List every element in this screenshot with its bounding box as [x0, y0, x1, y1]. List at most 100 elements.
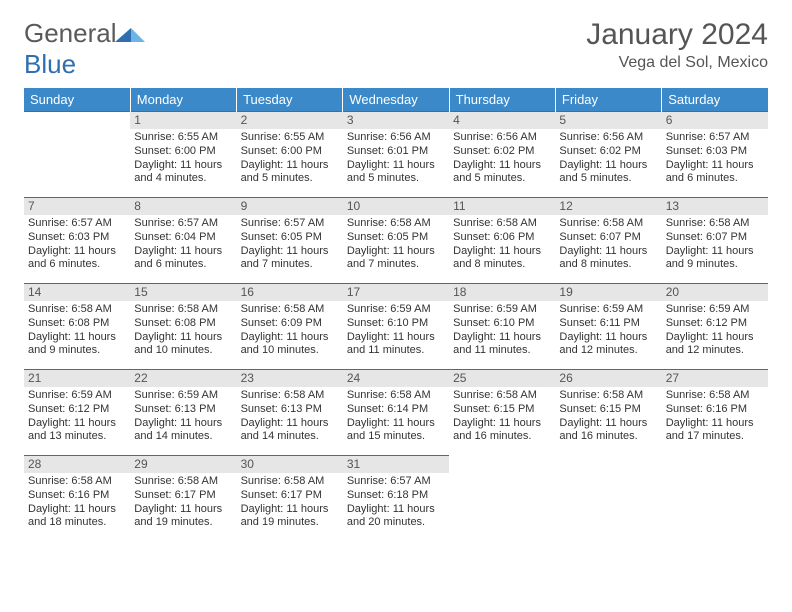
sunrise-line: Sunrise: 6:57 AM	[28, 217, 126, 231]
sunrise-line: Sunrise: 6:58 AM	[453, 217, 551, 231]
daylight-line: Daylight: 11 hours and 18 minutes.	[28, 503, 126, 531]
daylight-line: Daylight: 11 hours and 19 minutes.	[241, 503, 339, 531]
sunrise-line: Sunrise: 6:59 AM	[666, 303, 764, 317]
calendar-cell: 24Sunrise: 6:58 AMSunset: 6:14 PMDayligh…	[343, 370, 449, 456]
sunset-line: Sunset: 6:08 PM	[28, 317, 126, 331]
weekday-header-tuesday: Tuesday	[237, 88, 343, 112]
sunrise-line: Sunrise: 6:55 AM	[134, 131, 232, 145]
day-number: 6	[662, 112, 768, 129]
calendar-week-row: 21Sunrise: 6:59 AMSunset: 6:12 PMDayligh…	[24, 370, 768, 456]
sunrise-line: Sunrise: 6:58 AM	[347, 217, 445, 231]
day-number: 22	[130, 370, 236, 387]
day-details: Sunrise: 6:58 AMSunset: 6:16 PMDaylight:…	[666, 389, 764, 444]
sunrise-line: Sunrise: 6:59 AM	[453, 303, 551, 317]
calendar-cell: 23Sunrise: 6:58 AMSunset: 6:13 PMDayligh…	[237, 370, 343, 456]
sunrise-line: Sunrise: 6:56 AM	[559, 131, 657, 145]
day-number: 9	[237, 198, 343, 215]
day-details: Sunrise: 6:59 AMSunset: 6:10 PMDaylight:…	[453, 303, 551, 358]
day-details: Sunrise: 6:57 AMSunset: 6:03 PMDaylight:…	[28, 217, 126, 272]
daylight-line: Daylight: 11 hours and 7 minutes.	[347, 245, 445, 273]
calendar-cell: 2Sunrise: 6:55 AMSunset: 6:00 PMDaylight…	[237, 112, 343, 198]
day-number: 18	[449, 284, 555, 301]
calendar-cell: 7Sunrise: 6:57 AMSunset: 6:03 PMDaylight…	[24, 198, 130, 284]
logo-triangle-icon	[115, 20, 145, 42]
daylight-line: Daylight: 11 hours and 14 minutes.	[241, 417, 339, 445]
sunset-line: Sunset: 6:18 PM	[347, 489, 445, 503]
day-number: 17	[343, 284, 449, 301]
day-details: Sunrise: 6:57 AMSunset: 6:18 PMDaylight:…	[347, 475, 445, 530]
sunset-line: Sunset: 6:11 PM	[559, 317, 657, 331]
sunrise-line: Sunrise: 6:57 AM	[241, 217, 339, 231]
weekday-header-wednesday: Wednesday	[343, 88, 449, 112]
daylight-line: Daylight: 11 hours and 7 minutes.	[241, 245, 339, 273]
logo-text-a: General	[24, 18, 117, 48]
day-number: 11	[449, 198, 555, 215]
sunset-line: Sunset: 6:15 PM	[453, 403, 551, 417]
day-details: Sunrise: 6:55 AMSunset: 6:00 PMDaylight:…	[134, 131, 232, 186]
day-details: Sunrise: 6:57 AMSunset: 6:04 PMDaylight:…	[134, 217, 232, 272]
day-number: 23	[237, 370, 343, 387]
calendar-cell: 12Sunrise: 6:58 AMSunset: 6:07 PMDayligh…	[555, 198, 661, 284]
sunrise-line: Sunrise: 6:58 AM	[666, 217, 764, 231]
sunset-line: Sunset: 6:10 PM	[347, 317, 445, 331]
sunset-line: Sunset: 6:09 PM	[241, 317, 339, 331]
sunrise-line: Sunrise: 6:58 AM	[453, 389, 551, 403]
daylight-line: Daylight: 11 hours and 6 minutes.	[134, 245, 232, 273]
day-details: Sunrise: 6:58 AMSunset: 6:08 PMDaylight:…	[134, 303, 232, 358]
daylight-line: Daylight: 11 hours and 9 minutes.	[666, 245, 764, 273]
logo: General Blue	[24, 18, 145, 80]
sunset-line: Sunset: 6:17 PM	[134, 489, 232, 503]
weekday-header-monday: Monday	[130, 88, 236, 112]
day-details: Sunrise: 6:56 AMSunset: 6:02 PMDaylight:…	[559, 131, 657, 186]
daylight-line: Daylight: 11 hours and 9 minutes.	[28, 331, 126, 359]
weekday-header-thursday: Thursday	[449, 88, 555, 112]
day-details: Sunrise: 6:58 AMSunset: 6:07 PMDaylight:…	[559, 217, 657, 272]
sunrise-line: Sunrise: 6:58 AM	[134, 475, 232, 489]
sunset-line: Sunset: 6:04 PM	[134, 231, 232, 245]
day-details: Sunrise: 6:58 AMSunset: 6:16 PMDaylight:…	[28, 475, 126, 530]
calendar-cell: 20Sunrise: 6:59 AMSunset: 6:12 PMDayligh…	[662, 284, 768, 370]
daylight-line: Daylight: 11 hours and 8 minutes.	[453, 245, 551, 273]
daylight-line: Daylight: 11 hours and 20 minutes.	[347, 503, 445, 531]
calendar-week-row: 1 Sunrise: 6:55 AMSunset: 6:00 PMDaylight…	[24, 112, 768, 198]
calendar-cell: 15Sunrise: 6:58 AMSunset: 6:08 PMDayligh…	[130, 284, 236, 370]
day-details: Sunrise: 6:58 AMSunset: 6:15 PMDaylight:…	[453, 389, 551, 444]
calendar-cell: 8Sunrise: 6:57 AMSunset: 6:04 PMDaylight…	[130, 198, 236, 284]
calendar-cell: 17Sunrise: 6:59 AMSunset: 6:10 PMDayligh…	[343, 284, 449, 370]
calendar-cell: 13Sunrise: 6:58 AMSunset: 6:07 PMDayligh…	[662, 198, 768, 284]
daylight-line: Daylight: 11 hours and 16 minutes.	[559, 417, 657, 445]
sunrise-line: Sunrise: 6:57 AM	[134, 217, 232, 231]
daylight-line: Daylight: 11 hours and 16 minutes.	[453, 417, 551, 445]
day-details: Sunrise: 6:59 AMSunset: 6:12 PMDaylight:…	[666, 303, 764, 358]
calendar-cell: 18 Sunrise: 6:59 AMSunset: 6:10 PMDayligh…	[449, 284, 555, 370]
sunset-line: Sunset: 6:16 PM	[28, 489, 126, 503]
calendar-week-row: 28Sunrise: 6:58 AMSunset: 6:16 PMDayligh…	[24, 456, 768, 542]
weekday-header-friday: Friday	[555, 88, 661, 112]
sunrise-calendar: SundayMondayTuesdayWednesdayThursdayFrid…	[24, 88, 768, 542]
sunset-line: Sunset: 6:08 PM	[134, 317, 232, 331]
calendar-week-row: 14Sunrise: 6:58 AMSunset: 6:08 PMDayligh…	[24, 284, 768, 370]
day-number: 24	[343, 370, 449, 387]
sunset-line: Sunset: 6:06 PM	[453, 231, 551, 245]
sunrise-line: Sunrise: 6:59 AM	[28, 389, 126, 403]
daylight-line: Daylight: 11 hours and 5 minutes.	[241, 159, 339, 187]
sunset-line: Sunset: 6:05 PM	[241, 231, 339, 245]
day-number: 28	[24, 456, 130, 473]
day-details: Sunrise: 6:55 AMSunset: 6:00 PMDaylight:…	[241, 131, 339, 186]
month-title: January 2024	[586, 18, 768, 52]
sunset-line: Sunset: 6:03 PM	[28, 231, 126, 245]
day-number: 1	[130, 112, 236, 129]
day-number: 5	[555, 112, 661, 129]
daylight-line: Daylight: 11 hours and 5 minutes.	[347, 159, 445, 187]
day-number: 3	[343, 112, 449, 129]
day-details: Sunrise: 6:59 AMSunset: 6:13 PMDaylight:…	[134, 389, 232, 444]
day-details: Sunrise: 6:58 AMSunset: 6:08 PMDaylight:…	[28, 303, 126, 358]
sunrise-line: Sunrise: 6:58 AM	[134, 303, 232, 317]
day-number: 14	[24, 284, 130, 301]
sunrise-line: Sunrise: 6:59 AM	[347, 303, 445, 317]
sunrise-line: Sunrise: 6:58 AM	[241, 303, 339, 317]
sunrise-line: Sunrise: 6:58 AM	[559, 389, 657, 403]
daylight-line: Daylight: 11 hours and 12 minutes.	[666, 331, 764, 359]
day-number: 27	[662, 370, 768, 387]
sunrise-line: Sunrise: 6:58 AM	[666, 389, 764, 403]
